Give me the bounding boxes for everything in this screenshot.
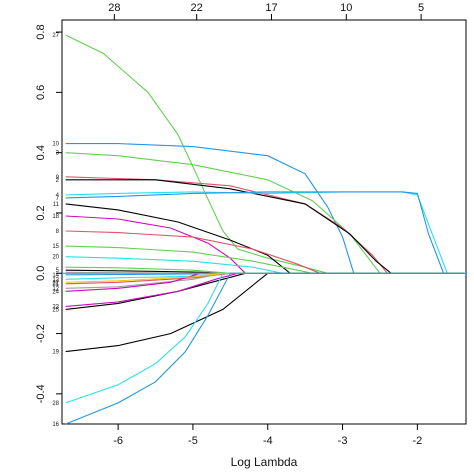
curve-label-2: 2 — [56, 178, 60, 184]
series-line-18 — [65, 215, 465, 274]
top-tick-label-0: 28 — [108, 2, 120, 14]
series-line-3 — [65, 152, 465, 274]
x-tick-label-0: -6 — [113, 435, 123, 447]
y-axis: -0.4 -0.2 0.0 0.2 0.4 0.6 0.8 — [35, 24, 62, 403]
curve-label-10: 10 — [52, 142, 59, 148]
curve-label-4: 4 — [56, 193, 60, 199]
series-line-11 — [65, 203, 465, 274]
curve-label-11: 11 — [53, 202, 60, 208]
series-line-10 — [65, 143, 465, 274]
y-tick-label-3: 0.2 — [35, 205, 47, 220]
curve-label-14: 14 — [52, 273, 59, 279]
curve-label-25: 25 — [52, 307, 59, 313]
x-tick-label-4: -2 — [412, 435, 422, 447]
curve-label-18: 18 — [52, 214, 59, 220]
top-tick-label-4: 5 — [418, 2, 424, 14]
curve-label-9: 9 — [56, 175, 60, 181]
curve-label-22: 22 — [52, 280, 59, 286]
y-tick-label-0: -0.4 — [35, 384, 47, 403]
curve-label-7: 7 — [56, 196, 60, 202]
series-line-25 — [65, 272, 465, 310]
curve-label-12: 12 — [52, 286, 59, 292]
series-line-8 — [65, 230, 465, 274]
top-tick-label-2: 17 — [265, 2, 277, 14]
curve-label-13: 13 — [52, 277, 59, 283]
curve-label-24: 24 — [52, 289, 59, 295]
curve-label-23: 23 — [52, 304, 59, 310]
curve-label-15: 15 — [52, 244, 59, 250]
curve-label-3: 3 — [56, 151, 60, 157]
plot-frame — [61, 19, 467, 425]
curve-label-8: 8 — [56, 229, 60, 235]
plot-area: 2710392471118815205141322211224232519281… — [52, 19, 467, 428]
curve-label-16: 16 — [52, 422, 59, 428]
series-line-19 — [65, 272, 465, 353]
x-axis: -6 -5 -4 -3 -2 — [113, 424, 422, 447]
top-tick-label-1: 22 — [191, 2, 203, 14]
top-tick-label-3: 10 — [340, 2, 352, 14]
curve-label-21: 21 — [52, 282, 59, 288]
y-tick-label-2: 0.0 — [35, 266, 47, 281]
series-line-28 — [65, 272, 465, 404]
series-line-7 — [65, 191, 465, 274]
x-tick-label-2: -4 — [263, 435, 273, 447]
curve-label-27: 27 — [52, 33, 59, 39]
series-line-16 — [65, 272, 465, 425]
curve-label-28: 28 — [52, 401, 59, 407]
x-tick-label-1: -5 — [188, 435, 198, 447]
top-axis: 28 22 17 10 5 — [108, 2, 424, 20]
series-line-27 — [65, 34, 465, 274]
series-line-2 — [65, 179, 465, 274]
x-tick-label-3: -3 — [338, 435, 348, 447]
y-tick-label-6: 0.8 — [35, 24, 47, 39]
curve-label-5: 5 — [56, 268, 60, 274]
curve-label-19: 19 — [52, 350, 59, 356]
y-tick-label-1: -0.2 — [35, 324, 47, 343]
y-tick-label-5: 0.6 — [35, 85, 47, 100]
curve-label-20: 20 — [52, 255, 59, 261]
y-tick-label-4: 0.4 — [35, 145, 47, 160]
x-axis-title: Log Lambda — [231, 455, 298, 469]
